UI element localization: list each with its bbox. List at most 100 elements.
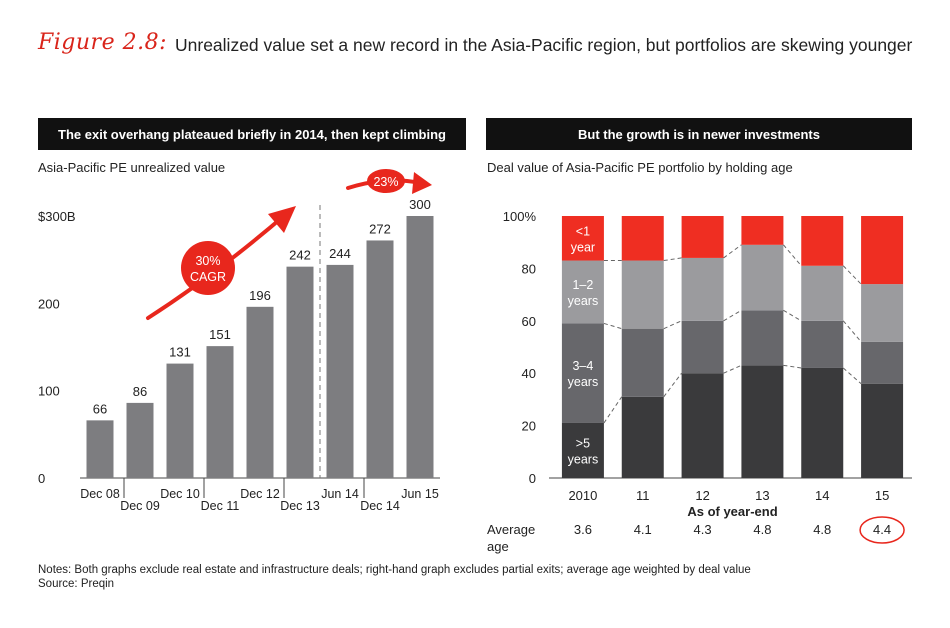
- y-tick-label: $300B: [38, 209, 76, 224]
- bar: [86, 420, 114, 478]
- cagr-badge: [181, 241, 235, 295]
- highlight-circle: [859, 516, 905, 544]
- stacked-bar-segment: [801, 265, 844, 321]
- stacked-bar-segment: [561, 260, 604, 324]
- average-age-value: 4.1: [634, 522, 652, 537]
- series-label: year: [571, 240, 595, 254]
- series-label: years: [568, 375, 599, 389]
- bar: [166, 363, 194, 478]
- bar-value-label: 86: [133, 384, 147, 399]
- segment-connector: [783, 309, 802, 322]
- bar-value-label: 66: [93, 401, 107, 416]
- average-age-value: 4.4: [873, 522, 891, 537]
- x-tick-label: Dec 11: [201, 499, 240, 513]
- bar: [126, 402, 154, 478]
- x-tick-label: Dec 09: [120, 499, 160, 513]
- segment-connector: [842, 265, 862, 285]
- stacked-bar-segment: [621, 396, 664, 478]
- average-age-label: age: [487, 539, 509, 554]
- stacked-bar-segment: [621, 216, 664, 261]
- series-label: 1–2: [572, 278, 593, 292]
- right-chart-title: Deal value of Asia-Pacific PE portfolio …: [487, 160, 793, 175]
- stacked-bar-segment: [621, 260, 664, 329]
- stacked-bar-segment: [741, 244, 784, 311]
- bar: [286, 266, 314, 478]
- stacked-bar-segment: [561, 422, 604, 478]
- bar: [206, 346, 234, 478]
- stacked-bar-segment: [741, 365, 784, 478]
- x-tick-label: Dec 13: [280, 499, 320, 513]
- bar: [326, 264, 354, 478]
- average-age-value: 4.8: [813, 522, 831, 537]
- segment-connector: [603, 396, 623, 424]
- segment-connector: [663, 257, 682, 262]
- cagr-badge-percent: 30%: [195, 254, 220, 268]
- y-tick-label: 0: [38, 471, 45, 486]
- stacked-bar-segment: [861, 341, 904, 384]
- series-label: >5: [576, 436, 590, 450]
- y-tick-label: 100%: [503, 209, 537, 224]
- notes-text: Notes: Both graphs exclude real estate a…: [38, 564, 751, 576]
- growth-arrowhead: [412, 172, 432, 194]
- y-tick-label: 100: [38, 384, 60, 399]
- x-tick-label: 13: [755, 488, 769, 503]
- segment-connector: [783, 244, 802, 267]
- stacked-bar-segment: [681, 373, 724, 478]
- bar-value-label: 131: [169, 345, 191, 360]
- segment-connector: [723, 244, 742, 259]
- segment-connector: [723, 364, 742, 374]
- stacked-bar-segment: [681, 216, 724, 258]
- x-tick-label: 12: [695, 488, 709, 503]
- bar-value-label: 196: [249, 288, 271, 303]
- bar-value-label: 272: [369, 221, 391, 236]
- x-tick-label: Dec 12: [240, 487, 280, 501]
- x-tick-label: Dec 08: [80, 487, 120, 501]
- bar: [366, 240, 394, 478]
- y-tick-label: 200: [38, 296, 60, 311]
- bar-value-label: 151: [209, 327, 231, 342]
- series-label: years: [568, 452, 599, 466]
- series-label: <1: [576, 224, 590, 238]
- stacked-bar-segment: [861, 216, 904, 285]
- x-tick-label: 11: [636, 488, 650, 503]
- segment-connector: [783, 364, 802, 369]
- x-tick-label: 2010: [568, 488, 597, 503]
- stacked-bar-segment: [741, 216, 784, 245]
- x-axis-title: As of year-end: [687, 504, 777, 519]
- bar-value-label: 244: [329, 246, 351, 261]
- figure-label: Figure 2.8:: [38, 30, 167, 55]
- stacked-bar-segment: [561, 323, 604, 423]
- stacked-bar-segment: [621, 328, 664, 397]
- stacked-bar-segment: [681, 320, 724, 374]
- stacked-bar-segment: [801, 216, 844, 266]
- segment-connector: [663, 372, 682, 398]
- y-tick-label: 20: [522, 419, 536, 434]
- stacked-bar-segment: [861, 383, 904, 478]
- segment-connector: [723, 309, 742, 322]
- y-tick-label: 40: [522, 366, 536, 381]
- average-age-label: Average: [487, 522, 535, 537]
- y-tick-label: 60: [522, 314, 536, 329]
- bar: [246, 306, 274, 478]
- segment-connector: [603, 322, 622, 330]
- figure-title: Unrealized value set a new record in the…: [175, 35, 913, 55]
- y-tick-label: 80: [522, 261, 536, 276]
- x-tick-label: 14: [815, 488, 829, 503]
- cagr-arrowhead: [268, 206, 296, 233]
- average-age-value: 4.3: [694, 522, 712, 537]
- segment-connector: [663, 320, 682, 330]
- left-chart-title: Asia-Pacific PE unrealized value: [38, 160, 226, 175]
- x-tick-label: Jun 15: [401, 487, 439, 501]
- right-panel-header: But the growth is in newer investments: [486, 118, 912, 150]
- segment-connector: [842, 320, 862, 343]
- bar: [406, 216, 434, 478]
- x-tick-label: Dec 10: [160, 487, 200, 501]
- average-age-value: 4.8: [753, 522, 771, 537]
- stacked-bar-segment: [801, 367, 844, 478]
- stacked-bar-segment: [861, 284, 904, 342]
- bar-value-label: 242: [289, 248, 311, 263]
- x-tick-label: Jun 14: [321, 487, 359, 501]
- bar-value-label: 300: [409, 197, 431, 212]
